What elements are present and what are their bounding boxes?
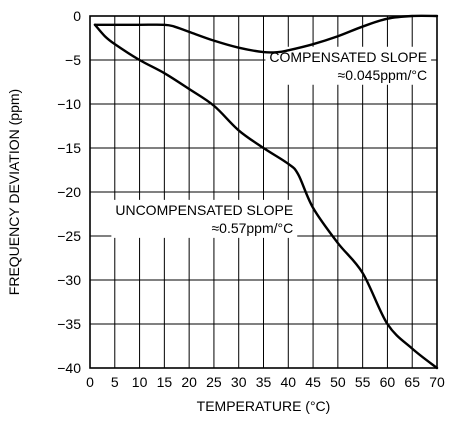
x-tick-label: 70 <box>429 374 445 390</box>
annotation-background <box>265 46 432 85</box>
series-line-uncompensated <box>93 23 439 370</box>
y-tick-label: 0 <box>73 8 81 24</box>
x-tick-labels: 0 5 10 15 20 25 30 35 40 45 50 55 60 65 70 <box>86 374 445 390</box>
x-tick-label: 5 <box>111 374 119 390</box>
series-group <box>93 14 439 370</box>
x-tick-label: 15 <box>157 374 173 390</box>
x-axis-title: TEMPERATURE (°C) <box>197 398 331 414</box>
x-tick-label: 60 <box>380 374 396 390</box>
annotation-background <box>111 199 298 238</box>
y-tick-label: −15 <box>57 140 81 156</box>
y-tick-label: −10 <box>57 96 81 112</box>
x-tick-label: 20 <box>181 374 197 390</box>
y-axis-title: FREQUENCY DEVIATION (ppm) <box>6 89 22 295</box>
x-tick-label: 25 <box>206 374 222 390</box>
series-line-compensated <box>93 14 439 54</box>
x-tick-label: 10 <box>132 374 148 390</box>
annotation-backgrounds <box>111 46 432 238</box>
y-tick-label: −40 <box>57 360 81 376</box>
annotation-text: ≈0.045ppm/°C <box>338 67 428 83</box>
annotation-text: COMPENSATED SLOPE <box>269 49 427 65</box>
x-tick-label: 50 <box>330 374 346 390</box>
x-tick-label: 30 <box>231 374 247 390</box>
y-tick-label: −35 <box>57 316 81 332</box>
x-tick-label: 0 <box>86 374 94 390</box>
x-tick-label: 65 <box>404 374 420 390</box>
annotation-text: UNCOMPENSATED SLOPE <box>115 202 293 218</box>
y-tick-label: −25 <box>57 228 81 244</box>
annotations: COMPENSATED SLOPE ≈0.045ppm/°C UNCOMPENSAT… <box>115 49 427 236</box>
x-tick-label: 55 <box>355 374 371 390</box>
x-tick-label: 35 <box>256 374 272 390</box>
y-tick-labels: 0 −5 −10 −15 −20 −25 −30 −35 −40 <box>57 8 81 376</box>
plot-frame <box>89 15 438 369</box>
annotation-text: ≈0.57ppm/°C <box>211 220 293 236</box>
x-tick-label: 45 <box>305 374 321 390</box>
x-tick-label: 40 <box>280 374 296 390</box>
y-tick-label: −30 <box>57 272 81 288</box>
y-tick-label: −20 <box>57 184 81 200</box>
y-tick-label: −5 <box>65 52 81 68</box>
